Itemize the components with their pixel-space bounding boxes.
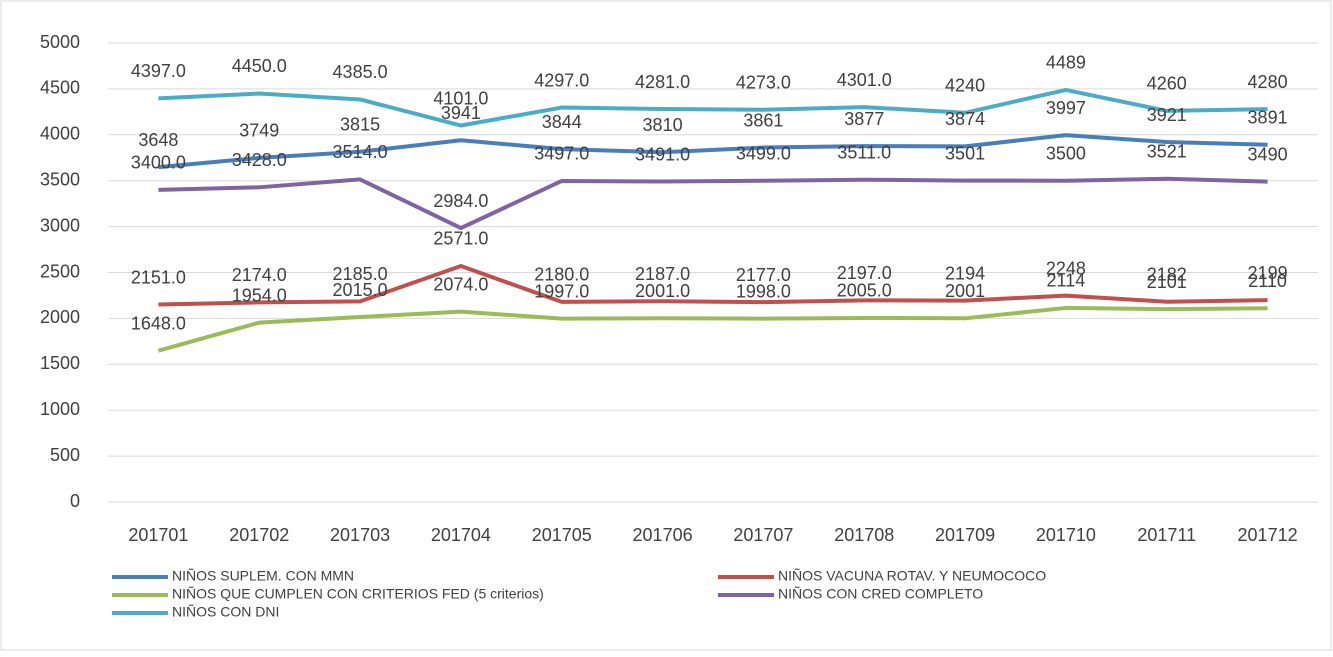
x-tick-label: 201709	[935, 525, 995, 545]
data-label: 1954.0	[232, 285, 287, 305]
x-tick-label: 201705	[532, 525, 592, 545]
data-label: 3500	[1046, 143, 1086, 163]
series-line	[158, 176, 1268, 231]
x-tick-label: 201708	[834, 525, 894, 545]
data-label: 4450.0	[232, 56, 287, 76]
y-tick-label: 3000	[40, 215, 80, 235]
legend-label: NIÑOS CON CRED COMPLETO	[778, 586, 983, 602]
legend-label: NIÑOS QUE CUMPLEN CON CRITERIOS FED (5 c…	[172, 586, 544, 602]
data-label: 1998.0	[736, 281, 791, 301]
data-label: 2001	[945, 281, 985, 301]
data-label: 2101	[1147, 272, 1187, 292]
data-label: 3921	[1147, 105, 1187, 125]
data-label: 2185.0	[333, 264, 388, 284]
y-tick-label: 2500	[40, 261, 80, 281]
data-label: 2197.0	[837, 263, 892, 283]
x-tick-label: 201712	[1238, 525, 1298, 545]
data-label: 4281.0	[635, 72, 690, 92]
data-label: 2194	[945, 263, 985, 283]
data-label: 4489	[1046, 53, 1086, 73]
data-label: 2984.0	[433, 191, 488, 211]
x-tick-label: 201703	[330, 525, 390, 545]
x-tick-label: 201701	[128, 525, 188, 545]
data-label: 4280	[1248, 72, 1288, 92]
data-label: 3941	[441, 103, 481, 123]
data-label: 2074.0	[433, 274, 488, 294]
legend-label: NIÑOS VACUNA ROTAV. Y NEUMOCOCO	[778, 568, 1046, 584]
data-label: 4397.0	[131, 61, 186, 81]
data-label: 2114	[1047, 271, 1086, 291]
data-label: 3815	[340, 115, 380, 135]
data-label: 4101.0	[433, 88, 488, 108]
data-label: 3749	[239, 121, 279, 141]
x-tick-label: 201706	[633, 525, 693, 545]
data-label: 2005.0	[837, 281, 892, 301]
data-label: 2001.0	[635, 281, 690, 301]
data-label: 3877	[844, 109, 884, 129]
data-label: 3501	[945, 143, 985, 163]
data-label: 3499.0	[736, 144, 791, 164]
legend-label: NIÑOS CON DNI	[172, 604, 279, 620]
data-label: 2180.0	[534, 265, 589, 285]
data-label: 3491.0	[635, 144, 690, 164]
data-label: 3400.0	[131, 153, 186, 173]
y-tick-label: 3500	[40, 169, 80, 189]
data-label: 4240	[945, 76, 985, 96]
data-label: 3497.0	[534, 144, 589, 164]
data-label: 4273.0	[736, 72, 791, 92]
series-line	[158, 87, 1268, 128]
data-label: 2015.0	[333, 280, 388, 300]
data-label: 2151.0	[131, 267, 186, 287]
x-tick-label: 201704	[431, 525, 491, 545]
y-tick-label: 0	[70, 491, 80, 511]
legend-label: NIÑOS SUPLEM. CON MMN	[172, 568, 354, 584]
data-label: 1997.0	[534, 281, 589, 301]
data-label: 2110	[1248, 271, 1287, 291]
y-tick-label: 4500	[40, 78, 80, 98]
data-label: 2177.0	[736, 265, 791, 285]
data-label: 4297.0	[534, 70, 589, 90]
series-line	[157, 305, 1268, 353]
x-tick-label: 201702	[229, 525, 289, 545]
data-label: 1648.0	[131, 313, 186, 333]
data-label: 3810	[643, 115, 683, 135]
data-label: 3844	[542, 112, 582, 132]
data-label: 3874	[945, 109, 985, 129]
data-label: 2182	[1147, 264, 1187, 284]
data-label: 3891	[1248, 108, 1288, 128]
y-tick-label: 5000	[40, 32, 80, 52]
data-label: 3428.0	[232, 150, 287, 170]
y-tick-label: 4000	[40, 124, 80, 144]
data-label: 2187.0	[635, 264, 690, 284]
data-label: 3514.0	[333, 142, 388, 162]
data-label: 2174.0	[232, 265, 287, 285]
y-tick-label: 1000	[40, 399, 80, 419]
data-label: 3511.0	[837, 142, 891, 162]
data-label: 3997	[1046, 98, 1086, 118]
data-label: 2199	[1248, 263, 1288, 283]
data-label: 3648	[138, 130, 178, 150]
y-tick-label: 500	[50, 445, 80, 465]
data-label: 4385.0	[333, 62, 388, 82]
x-tick-label: 201710	[1036, 525, 1096, 545]
data-label: 3861	[743, 110, 783, 130]
series-line	[158, 133, 1268, 170]
x-tick-label: 201711	[1137, 525, 1196, 545]
data-label: 3521	[1147, 142, 1187, 162]
y-tick-label: 1500	[40, 353, 80, 373]
data-label: 4301.0	[837, 70, 892, 90]
y-tick-label: 2000	[40, 307, 80, 327]
data-label: 2248	[1046, 258, 1086, 278]
data-label: 2571.0	[433, 229, 488, 249]
data-label: 4260	[1147, 74, 1187, 94]
series-line	[158, 263, 1268, 307]
x-tick-label: 201707	[733, 525, 793, 545]
data-label: 3490	[1248, 144, 1288, 164]
